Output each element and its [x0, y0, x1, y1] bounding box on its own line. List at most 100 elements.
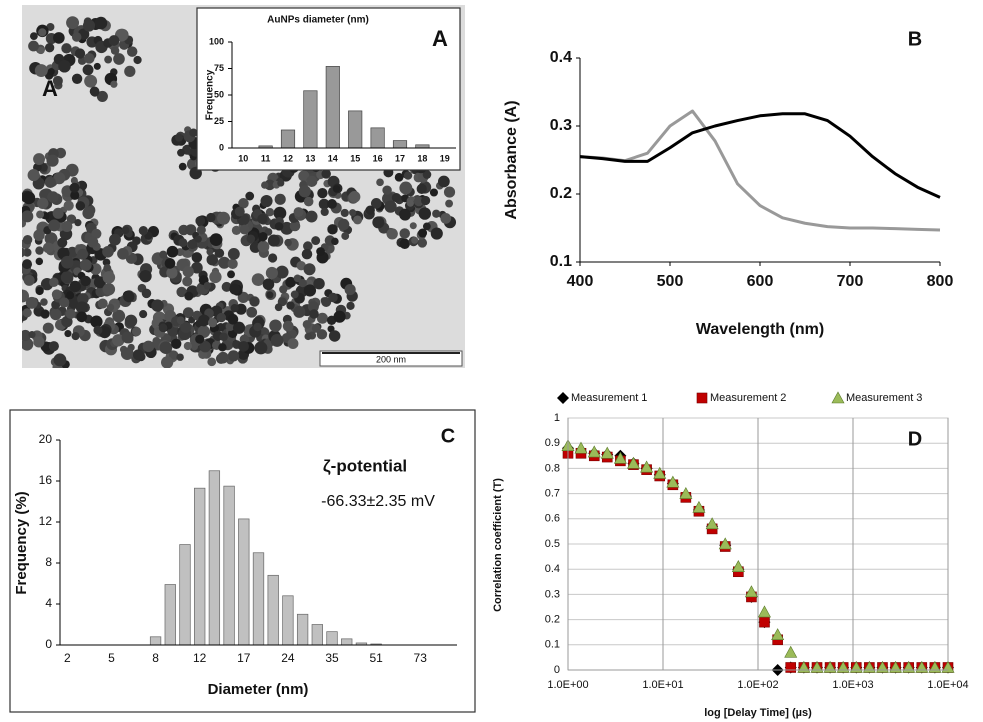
nanoparticle — [82, 64, 94, 76]
marker — [759, 616, 770, 628]
nanoparticle — [353, 215, 363, 225]
bar — [238, 518, 250, 646]
x-tick-label: 14 — [328, 153, 338, 163]
nanoparticle — [227, 270, 235, 279]
nanoparticle — [196, 225, 206, 235]
nanoparticle — [432, 209, 441, 218]
nanoparticle — [47, 68, 55, 76]
nanoparticle — [230, 304, 239, 313]
nanoparticle — [316, 312, 328, 324]
nanoparticle — [275, 265, 289, 279]
nanoparticle — [74, 219, 82, 227]
nanoparticle — [232, 321, 246, 334]
nanoparticle — [332, 185, 341, 193]
x-tick-label: 51 — [369, 651, 383, 665]
nanoparticle — [57, 237, 68, 248]
nanoparticle — [440, 212, 452, 224]
nanoparticle — [102, 271, 116, 284]
nanoparticle — [176, 286, 187, 298]
nanoparticle — [141, 288, 152, 299]
nanoparticle — [58, 59, 71, 73]
nanoparticle — [437, 175, 450, 188]
nanoparticle — [207, 318, 218, 328]
legend-marker — [696, 392, 708, 404]
nanoparticle — [209, 233, 223, 246]
nanoparticle — [253, 322, 262, 332]
nanoparticle — [298, 170, 310, 182]
nanoparticle — [42, 322, 54, 334]
nanoparticle — [110, 80, 118, 88]
x-tick-label: 10 — [238, 153, 248, 163]
nanoparticle — [316, 329, 328, 340]
nanoparticle — [238, 341, 249, 352]
nanoparticle — [61, 221, 73, 232]
nanoparticle — [284, 238, 292, 247]
nanoparticle — [124, 314, 138, 328]
nanoparticle — [50, 308, 62, 321]
nanoparticle — [37, 46, 45, 55]
nanoparticle — [142, 340, 155, 353]
nanoparticle — [112, 334, 125, 347]
nanoparticle — [286, 301, 295, 310]
nanoparticle — [152, 336, 161, 345]
nanoparticle — [22, 288, 23, 294]
scale-bar-label: 200 nm — [376, 354, 406, 364]
nanoparticle — [348, 191, 361, 203]
nanoparticle — [160, 356, 174, 368]
nanoparticle — [331, 237, 339, 246]
y-tick-label: 0.1 — [550, 253, 572, 270]
x-tick-label: 1.0E+00 — [547, 679, 588, 691]
nanoparticle — [227, 258, 238, 269]
nanoparticle — [285, 276, 297, 288]
nanoparticle — [320, 207, 329, 217]
nanoparticle — [267, 234, 280, 247]
nanoparticle — [71, 73, 83, 84]
nanoparticle — [37, 197, 49, 210]
legend-marker — [831, 391, 845, 404]
nanoparticle — [120, 347, 134, 360]
nanoparticle — [246, 234, 256, 244]
nanoparticle — [229, 283, 241, 295]
marker — [757, 605, 771, 618]
nanoparticle — [417, 238, 428, 248]
nanoparticle — [245, 191, 255, 201]
nanoparticle — [22, 191, 36, 205]
nanoparticle — [399, 228, 410, 239]
nanoparticle — [420, 195, 431, 206]
x-tick-label: 5 — [108, 651, 115, 665]
nanoparticle — [321, 297, 332, 308]
x-axis-label: log [Delay Time] (µs) — [704, 707, 812, 719]
nanoparticle — [189, 128, 198, 137]
nanoparticle — [302, 319, 312, 329]
nanoparticle — [298, 278, 307, 288]
nanoparticle — [108, 35, 120, 46]
nanoparticle — [33, 336, 45, 348]
nanoparticle — [22, 329, 31, 342]
nanoparticle — [318, 198, 330, 210]
nanoparticle — [257, 240, 270, 253]
nanoparticle — [176, 353, 184, 361]
nanoparticle — [262, 278, 275, 291]
nanoparticle — [22, 308, 32, 318]
bar — [223, 485, 235, 646]
nanoparticle — [102, 245, 114, 258]
marker — [731, 560, 745, 572]
y-tick-label: 0.9 — [545, 437, 560, 449]
nanoparticle — [313, 278, 325, 290]
nanoparticle — [195, 215, 206, 226]
nanoparticle — [418, 228, 428, 238]
y-axis-label: Frequency — [205, 69, 216, 120]
marker — [613, 451, 627, 464]
nanoparticle — [214, 248, 225, 258]
nanoparticle — [333, 310, 346, 323]
nanoparticle — [40, 309, 50, 319]
nanoparticle — [66, 16, 80, 30]
marker — [718, 537, 732, 550]
nanoparticle — [49, 277, 59, 288]
panel-label: D — [908, 428, 922, 450]
nanoparticle — [34, 64, 48, 78]
bar — [370, 127, 385, 149]
nanoparticle — [301, 248, 313, 260]
nanoparticle — [199, 340, 211, 353]
nanoparticle — [64, 329, 72, 338]
